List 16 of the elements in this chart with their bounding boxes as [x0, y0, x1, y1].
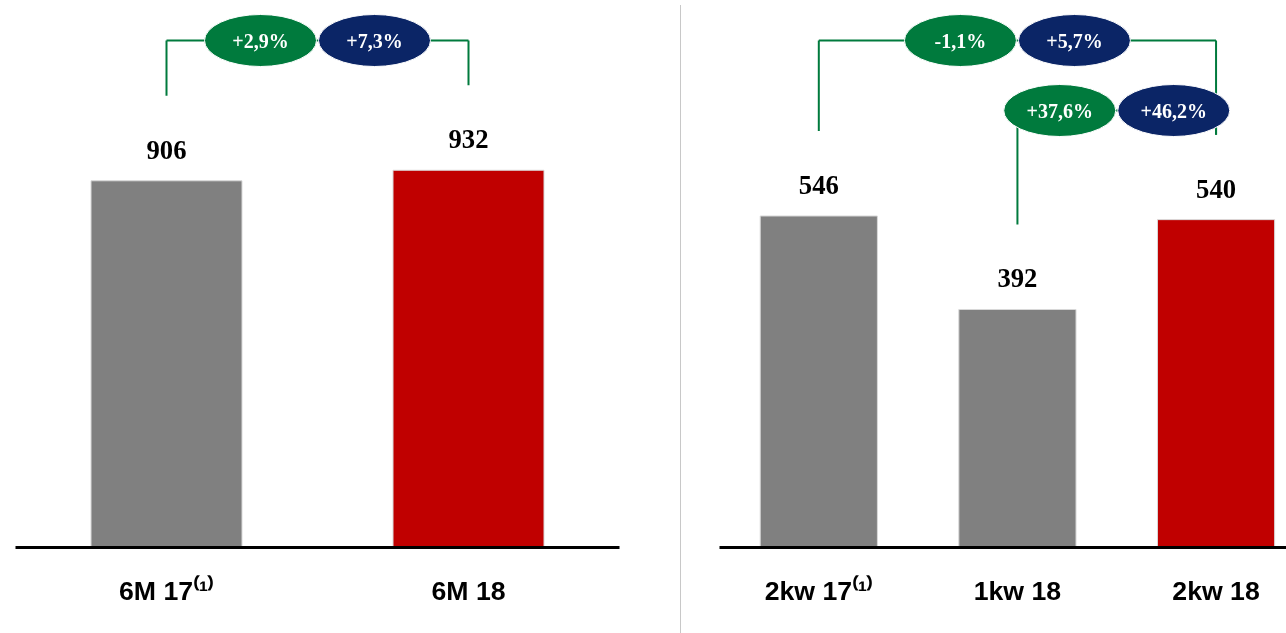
- x-tick-label: 6M 18: [431, 575, 506, 606]
- data-label: 392: [997, 263, 1038, 294]
- text: +2,9%: [232, 29, 289, 52]
- data-label: 906: [146, 134, 187, 165]
- data-label: 540: [1196, 173, 1237, 204]
- text: +37,6%: [1026, 99, 1093, 122]
- x-tick-label: 1kw 18: [973, 575, 1062, 606]
- text: +5,7%: [1046, 29, 1103, 52]
- x-tick-label: 2kw 17⁽¹⁾: [764, 574, 873, 606]
- text: +7,3%: [346, 29, 403, 52]
- x-tick-label: 2kw 18: [1172, 575, 1260, 606]
- x-tick-label: 6M 17⁽¹⁾: [119, 574, 214, 606]
- data-label: 932: [448, 124, 489, 155]
- text: -1,1%: [934, 29, 987, 52]
- data-label: 546: [798, 169, 839, 200]
- text: +46,2%: [1140, 99, 1207, 122]
